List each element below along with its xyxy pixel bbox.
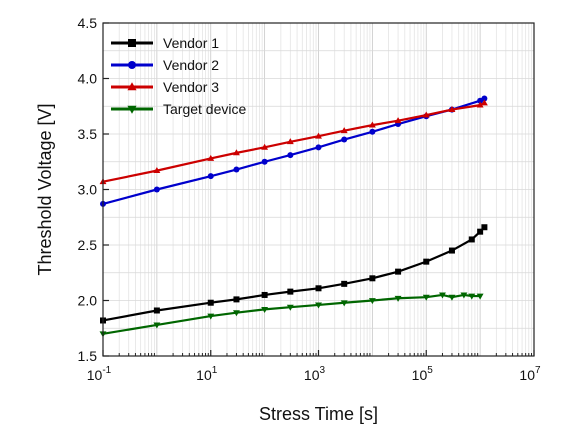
data-point bbox=[207, 154, 215, 161]
data-point bbox=[207, 313, 215, 320]
legend-label: Vendor 2 bbox=[163, 57, 219, 73]
x-tick-label: 10-1 bbox=[87, 365, 112, 383]
x-tick-exponent: 7 bbox=[535, 365, 541, 376]
data-point bbox=[233, 310, 240, 317]
data-point bbox=[477, 228, 484, 235]
legend-entry: Vendor 2 bbox=[111, 57, 219, 73]
data-point bbox=[369, 128, 376, 135]
data-point bbox=[315, 132, 322, 139]
y-tick-label: 4.5 bbox=[78, 15, 98, 31]
data-point bbox=[287, 288, 294, 295]
data-point bbox=[448, 247, 455, 254]
x-tick-label: 101 bbox=[196, 365, 218, 383]
series-vendor-1 bbox=[100, 224, 488, 324]
data-point bbox=[468, 236, 475, 243]
data-point bbox=[422, 294, 430, 301]
legend-marker bbox=[128, 61, 136, 69]
x-tick-label: 103 bbox=[304, 365, 326, 383]
data-point bbox=[394, 295, 402, 302]
data-point bbox=[439, 292, 446, 299]
data-point bbox=[369, 275, 376, 282]
series-line bbox=[102, 101, 485, 183]
data-point bbox=[340, 300, 348, 307]
data-point bbox=[340, 127, 348, 134]
data-point bbox=[287, 152, 294, 159]
data-point bbox=[481, 224, 488, 231]
x-tick-exponent: 1 bbox=[212, 365, 218, 376]
data-point bbox=[468, 293, 476, 300]
data-point bbox=[261, 143, 269, 150]
series-target-device bbox=[99, 292, 484, 338]
data-point bbox=[460, 292, 468, 299]
data-point bbox=[315, 144, 322, 151]
data-point bbox=[476, 101, 484, 108]
data-point bbox=[394, 117, 402, 124]
x-tick-label: 107 bbox=[519, 365, 541, 383]
series-vendor-3 bbox=[99, 99, 488, 185]
legend-marker bbox=[128, 39, 136, 47]
data-point bbox=[423, 258, 430, 265]
y-tick-label: 2.0 bbox=[78, 293, 98, 309]
x-tick-exponent: -1 bbox=[102, 365, 111, 376]
legend-entry: Target device bbox=[111, 101, 246, 117]
axes: 1.5 2.0 2.5 3.0 3.5 4.0 4.5 10-1 101 103 105 107 bbox=[78, 15, 541, 383]
data-point bbox=[233, 166, 240, 173]
data-point bbox=[481, 95, 488, 102]
data-point bbox=[368, 298, 376, 305]
data-point bbox=[233, 296, 240, 303]
y-tick-label: 3.5 bbox=[78, 126, 98, 142]
data-point bbox=[315, 285, 322, 292]
legend: Vendor 1 Vendor 2 Vendor 3 Target device bbox=[111, 35, 246, 117]
data-point bbox=[315, 302, 322, 309]
data-series bbox=[99, 95, 488, 338]
legend-label: Target device bbox=[163, 101, 246, 117]
x-tick-exponent: 3 bbox=[320, 365, 326, 376]
series-vendor-2 bbox=[100, 95, 488, 207]
data-point bbox=[368, 121, 376, 128]
legend-entry: Vendor 3 bbox=[111, 79, 219, 95]
data-point bbox=[286, 138, 294, 145]
y-tick-label: 3.0 bbox=[78, 182, 98, 198]
data-point bbox=[448, 105, 456, 112]
legend-label: Vendor 1 bbox=[163, 35, 219, 51]
data-point bbox=[153, 186, 160, 193]
data-point bbox=[341, 136, 348, 143]
legend-marker bbox=[127, 105, 137, 114]
data-point bbox=[395, 268, 402, 275]
y-tick-label: 2.5 bbox=[78, 237, 98, 253]
data-point bbox=[153, 167, 161, 174]
data-point bbox=[153, 322, 161, 329]
data-point bbox=[476, 293, 484, 300]
series-line bbox=[102, 293, 481, 335]
data-point bbox=[286, 304, 294, 311]
data-point bbox=[341, 280, 348, 287]
y-tick-label: 4.0 bbox=[78, 71, 98, 87]
data-point bbox=[448, 294, 456, 301]
x-tick-exponent: 5 bbox=[427, 365, 433, 376]
data-point bbox=[261, 158, 268, 165]
legend-marker bbox=[127, 82, 137, 91]
data-point bbox=[233, 149, 240, 156]
x-tick-label: 105 bbox=[412, 365, 434, 383]
data-point bbox=[207, 299, 214, 306]
data-point bbox=[261, 291, 268, 298]
data-point bbox=[261, 306, 269, 313]
x-axis-title: Stress Time [s] bbox=[259, 404, 378, 424]
data-point bbox=[207, 173, 214, 180]
data-point bbox=[153, 307, 160, 314]
data-point bbox=[480, 99, 488, 106]
legend-entry: Vendor 1 bbox=[111, 35, 219, 51]
y-tick-label: 1.5 bbox=[78, 348, 98, 364]
data-point bbox=[422, 111, 430, 118]
legend-label: Vendor 3 bbox=[163, 79, 219, 95]
y-axis-title: Threshold Voltage [V] bbox=[35, 103, 55, 275]
